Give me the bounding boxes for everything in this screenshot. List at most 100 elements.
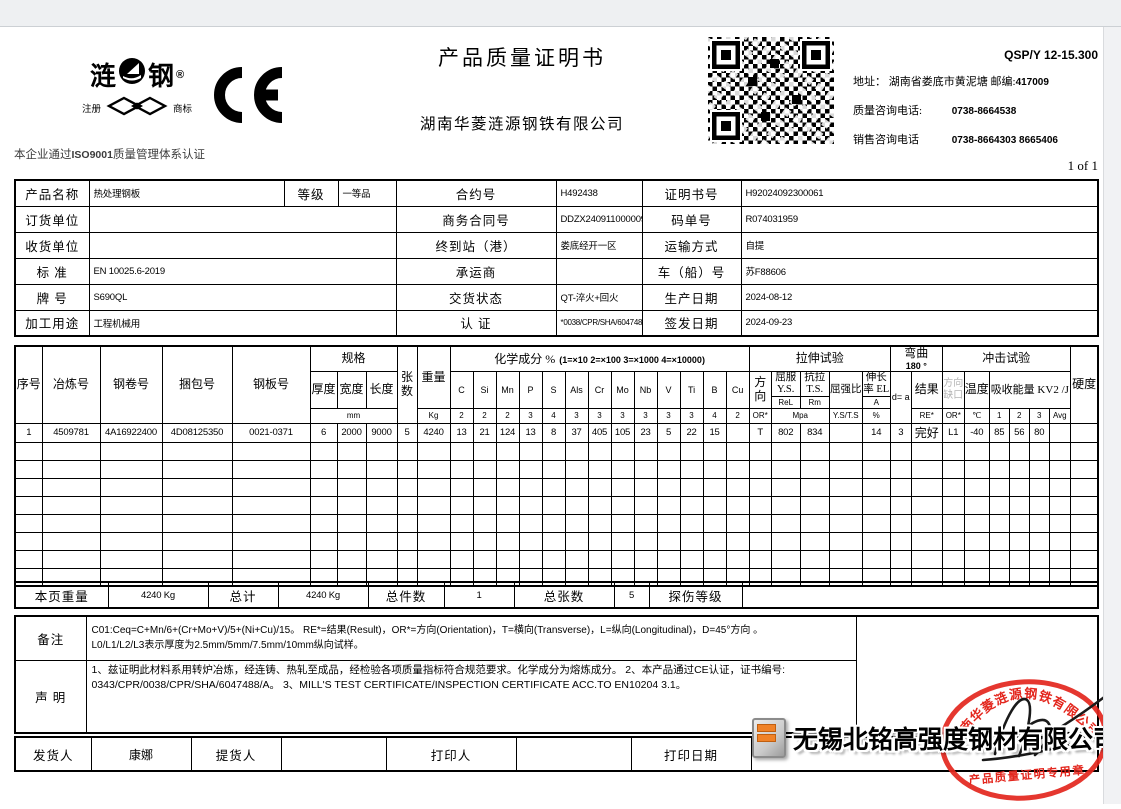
- field-value: H92024092300061: [740, 179, 1099, 207]
- chem-multiplier: 3: [610, 407, 635, 424]
- table-row: 产品名称 热处理钢板 等级 一等品 合约号 H492438 证明书号 H9202…: [14, 179, 1099, 207]
- chem-multiplier: 2: [472, 407, 497, 424]
- chem-multiplier: 3: [587, 407, 612, 424]
- chem-multiplier: 2: [725, 407, 750, 424]
- col-tensile-symbol: Rm: [799, 395, 830, 409]
- unit-orientation: OR*: [748, 407, 772, 424]
- field-value: H492438: [555, 179, 643, 207]
- picker-label: 提货人: [190, 736, 282, 772]
- table-row: 订货单位 商务合同号 DDZX240911000009 码单号 R0740319…: [14, 205, 1099, 233]
- col-bend-diameter: d= a: [889, 370, 912, 424]
- col-elongation-symbol: A: [861, 395, 891, 409]
- col-ratio: 屈强比: [828, 370, 863, 409]
- field-label: 订货单位: [14, 205, 90, 233]
- chem-multiplier: 3: [656, 407, 681, 424]
- table-row: 标 准 EN 10025.6-2019 承运商 车（船）号 苏F88606: [14, 257, 1099, 285]
- field-value: 自提: [740, 231, 1099, 259]
- printer-name: [515, 736, 632, 772]
- field-value: 工程机械用: [88, 309, 397, 337]
- total-pieces: 1: [443, 581, 515, 609]
- watermark: 无锡北铭高强度钢材有限公司: [752, 714, 1118, 762]
- chem-multiplier: 4: [702, 407, 727, 424]
- watermark-text: 无锡北铭高强度钢材有限公司: [793, 726, 1119, 754]
- statement-label: 声 明: [14, 659, 87, 734]
- chem-multiplier: 2: [495, 407, 520, 424]
- chem-multiplier: 3: [633, 407, 658, 424]
- registered-mark: ®: [175, 68, 185, 81]
- col-pieces: 张数: [396, 345, 418, 424]
- unit-mpa: Mpa: [770, 407, 830, 424]
- remark-text: C01:Ceq=C+Mn/6+(Cr+Mo+V)/5+(Ni+Cu)/15。 R…: [85, 615, 857, 661]
- quality-phone-line: 质量咨询电话: 0738-8664538: [853, 105, 1017, 117]
- col-chem-element: S: [541, 370, 566, 409]
- field-label: 码单号: [641, 205, 742, 233]
- total-label: 总计: [207, 581, 279, 609]
- col-orientation: 方向: [748, 370, 772, 409]
- col-length: 长度: [365, 370, 398, 409]
- unit-row: mm Kg 2 2 2 3 4 3 3 3 3 3 3 4 2 OR* Mpa …: [15, 407, 1098, 424]
- printer-label: 打印人: [385, 736, 517, 772]
- col-seq: 序号: [14, 345, 43, 424]
- unit-mm: mm: [309, 407, 398, 424]
- field-value: 苏F88606: [740, 257, 1099, 285]
- unit-bend-result: RE*: [910, 407, 943, 424]
- viewer-scroll-gutter[interactable]: [1103, 27, 1121, 804]
- viewer-top-strip: [0, 0, 1121, 27]
- qr-code: [708, 37, 834, 149]
- field-label: 产品名称: [14, 179, 90, 207]
- total-sheets-label: 总张数: [513, 581, 615, 609]
- col-heat-no: 冶炼号: [41, 345, 101, 424]
- field-value: [88, 231, 397, 259]
- chem-multiplier: 3: [564, 407, 589, 424]
- document-title: 产品质量证明书: [438, 46, 606, 70]
- col-kv1: 1: [988, 407, 1010, 424]
- field-value: 热处理钢板: [88, 179, 285, 207]
- test-results-table: 序号 冶炼号 钢卷号 捆包号 钢板号 规格 张数 重量 化学成分 % (1=×1…: [14, 345, 1100, 588]
- col-chem-element: Ti: [679, 370, 704, 409]
- group-tensile: 拉伸试验: [748, 345, 891, 372]
- table-row: 收货单位 终到站（港） 娄底经开一区 运输方式 自提: [14, 231, 1099, 259]
- remark-statement-table: 备注 C01:Ceq=C+Mn/6+(Cr+Mo+V)/5+(Ni+Cu)/15…: [14, 615, 1099, 734]
- field-label: 签发日期: [641, 309, 742, 337]
- unit-impact-orientation: OR*: [941, 407, 965, 424]
- col-chem-element: Cu: [725, 370, 750, 409]
- col-chem-element: V: [656, 370, 681, 409]
- total-weight: 4240 Kg: [277, 581, 369, 609]
- group-spec: 规格: [309, 345, 398, 372]
- brand-char-left: 涟: [89, 61, 116, 91]
- col-chem-element: Als: [564, 370, 589, 409]
- col-chem-element: C: [449, 370, 474, 409]
- chem-multiplier: 4: [541, 407, 566, 424]
- brand-char-right: 钢: [147, 61, 174, 91]
- stamp-area-cell: [855, 615, 1099, 734]
- picker-name: [280, 736, 387, 772]
- summary-row: 本页重量 4240 Kg 总计 4240 Kg 总件数 1 总张数 5 探伤等级: [14, 581, 1099, 609]
- statement-text: 1、兹证明此材料系用转炉冶炼，经连铸、热轧至成品，经检验各项质量指标符合规范要求…: [85, 659, 857, 734]
- field-label: 承运商: [395, 257, 557, 285]
- chem-multiplier: 3: [518, 407, 543, 424]
- page-indicator: 1 of 1: [1067, 158, 1098, 173]
- address-line: 地址： 湖南省娄底市黄泥塘 邮编:417009: [853, 76, 1049, 88]
- unit-percent: %: [861, 407, 891, 424]
- trademark-label: 商标: [173, 104, 193, 115]
- registered-label: 注册: [81, 104, 101, 115]
- page-weight: 4240 Kg: [107, 581, 209, 609]
- doc-code: QSP/Y 12-15.300: [1004, 48, 1098, 62]
- field-value: 娄底经开一区: [555, 231, 643, 259]
- group-bend: 弯曲 180 °: [889, 345, 943, 372]
- col-chem-element: Mo: [610, 370, 635, 409]
- company-name: 湖南华菱涟源钢铁有限公司: [419, 116, 624, 133]
- chem-multiplier: 3: [679, 407, 704, 424]
- footer-row: 发货人 康娜 提货人 打印人 打印日期 20: [14, 736, 1099, 772]
- field-label: 终到站（港）: [395, 231, 557, 259]
- col-chem-element: Nb: [633, 370, 658, 409]
- unit-ratio: Y.S/T.S: [828, 407, 863, 424]
- field-label: 车（船）号: [641, 257, 742, 285]
- col-chem-element: Mn: [495, 370, 520, 409]
- group-impact: 冲击试验: [941, 345, 1071, 372]
- col-kv3: 3: [1028, 407, 1050, 424]
- field-value: 一等品: [337, 179, 397, 207]
- unit-kg: Kg: [416, 407, 451, 424]
- field-label: 运输方式: [641, 231, 742, 259]
- field-value: DDZX240911000009: [555, 205, 643, 233]
